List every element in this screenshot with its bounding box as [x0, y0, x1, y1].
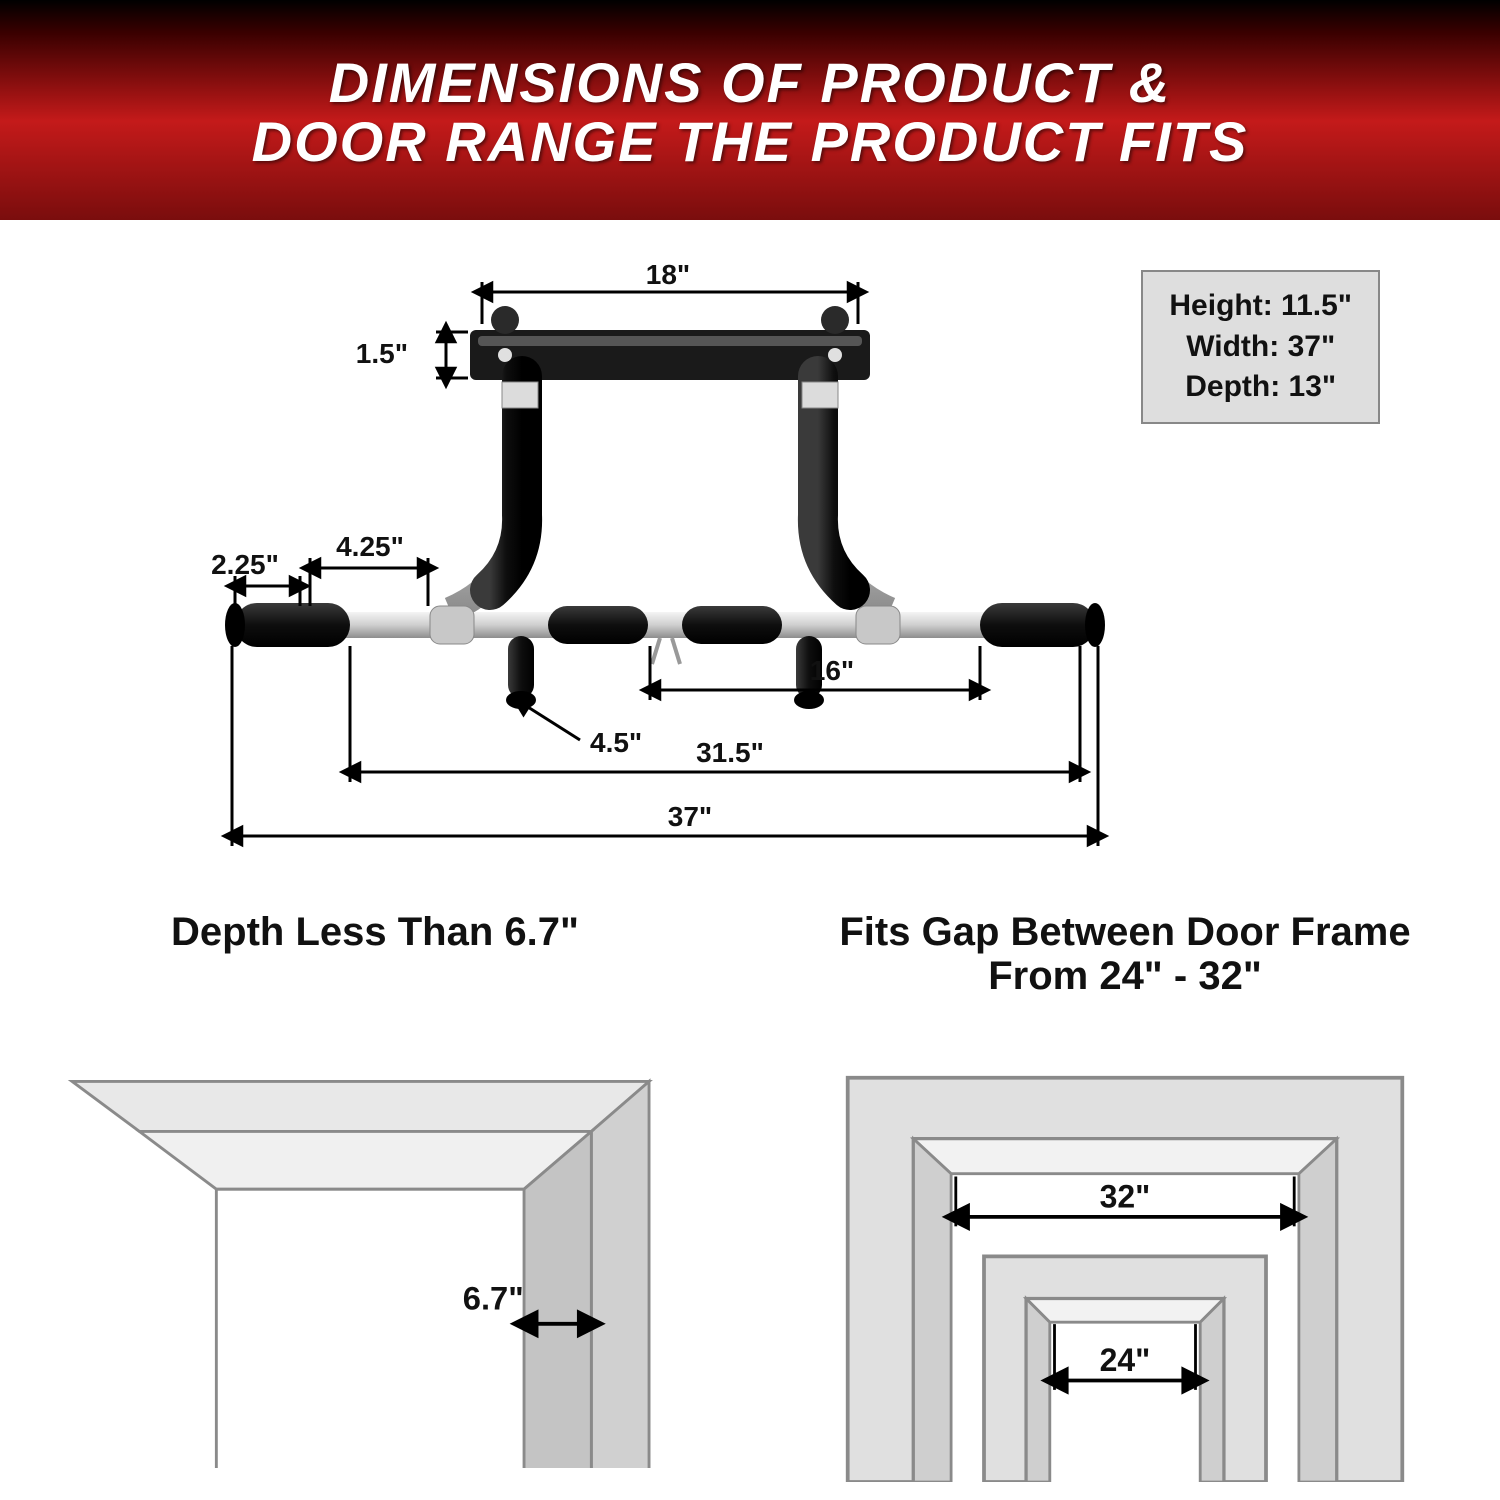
dim-inner-grip-gap: 4.25": [336, 531, 404, 562]
dim-depth-value: 6.7": [463, 1279, 524, 1316]
header-line-1: DIMENSIONS OF PRODUCT &: [0, 54, 1500, 113]
dim-overall-width: 37": [668, 801, 712, 832]
left-arm: [450, 376, 538, 610]
right-arm: [802, 376, 890, 610]
panel-depth: Depth Less Than 6.7": [0, 910, 750, 1500]
dim-outer-grip: 2.25": [211, 549, 279, 580]
bottom-panels: Depth Less Than 6.7": [0, 910, 1500, 1500]
door-frame-depth: [72, 1081, 649, 1468]
dim-gap-outer: 32": [1100, 1179, 1151, 1215]
dim-drop-handle: 4.5": [590, 727, 642, 758]
product-diagram: 18" 1.5" 2.25" 4.25" 4.5": [50, 260, 1450, 880]
dim-gap-inner: 24": [1100, 1342, 1151, 1378]
panel-gap-title-line1: Fits Gap Between Door Frame: [839, 910, 1410, 954]
main-bar: [225, 603, 1105, 709]
header-banner: DIMENSIONS OF PRODUCT & DOOR RANGE THE P…: [0, 0, 1500, 220]
header-line-2: DOOR RANGE THE PRODUCT FITS: [0, 113, 1500, 172]
dim-center-gap: 16": [810, 655, 854, 686]
panel-gap-title-line2: From 24" - 32": [988, 954, 1262, 998]
dim-inside-span: 31.5": [696, 737, 764, 768]
dim-top-width: 18": [646, 260, 690, 290]
panel-gap-range: Fits Gap Between Door Frame From 24" - 3…: [750, 910, 1500, 1500]
panel-depth-title: Depth Less Than 6.7": [0, 910, 750, 968]
page: DIMENSIONS OF PRODUCT & DOOR RANGE THE P…: [0, 0, 1500, 1500]
panel-gap-title: Fits Gap Between Door Frame From 24" - 3…: [750, 910, 1500, 1012]
dim-top-height: 1.5": [356, 338, 408, 369]
